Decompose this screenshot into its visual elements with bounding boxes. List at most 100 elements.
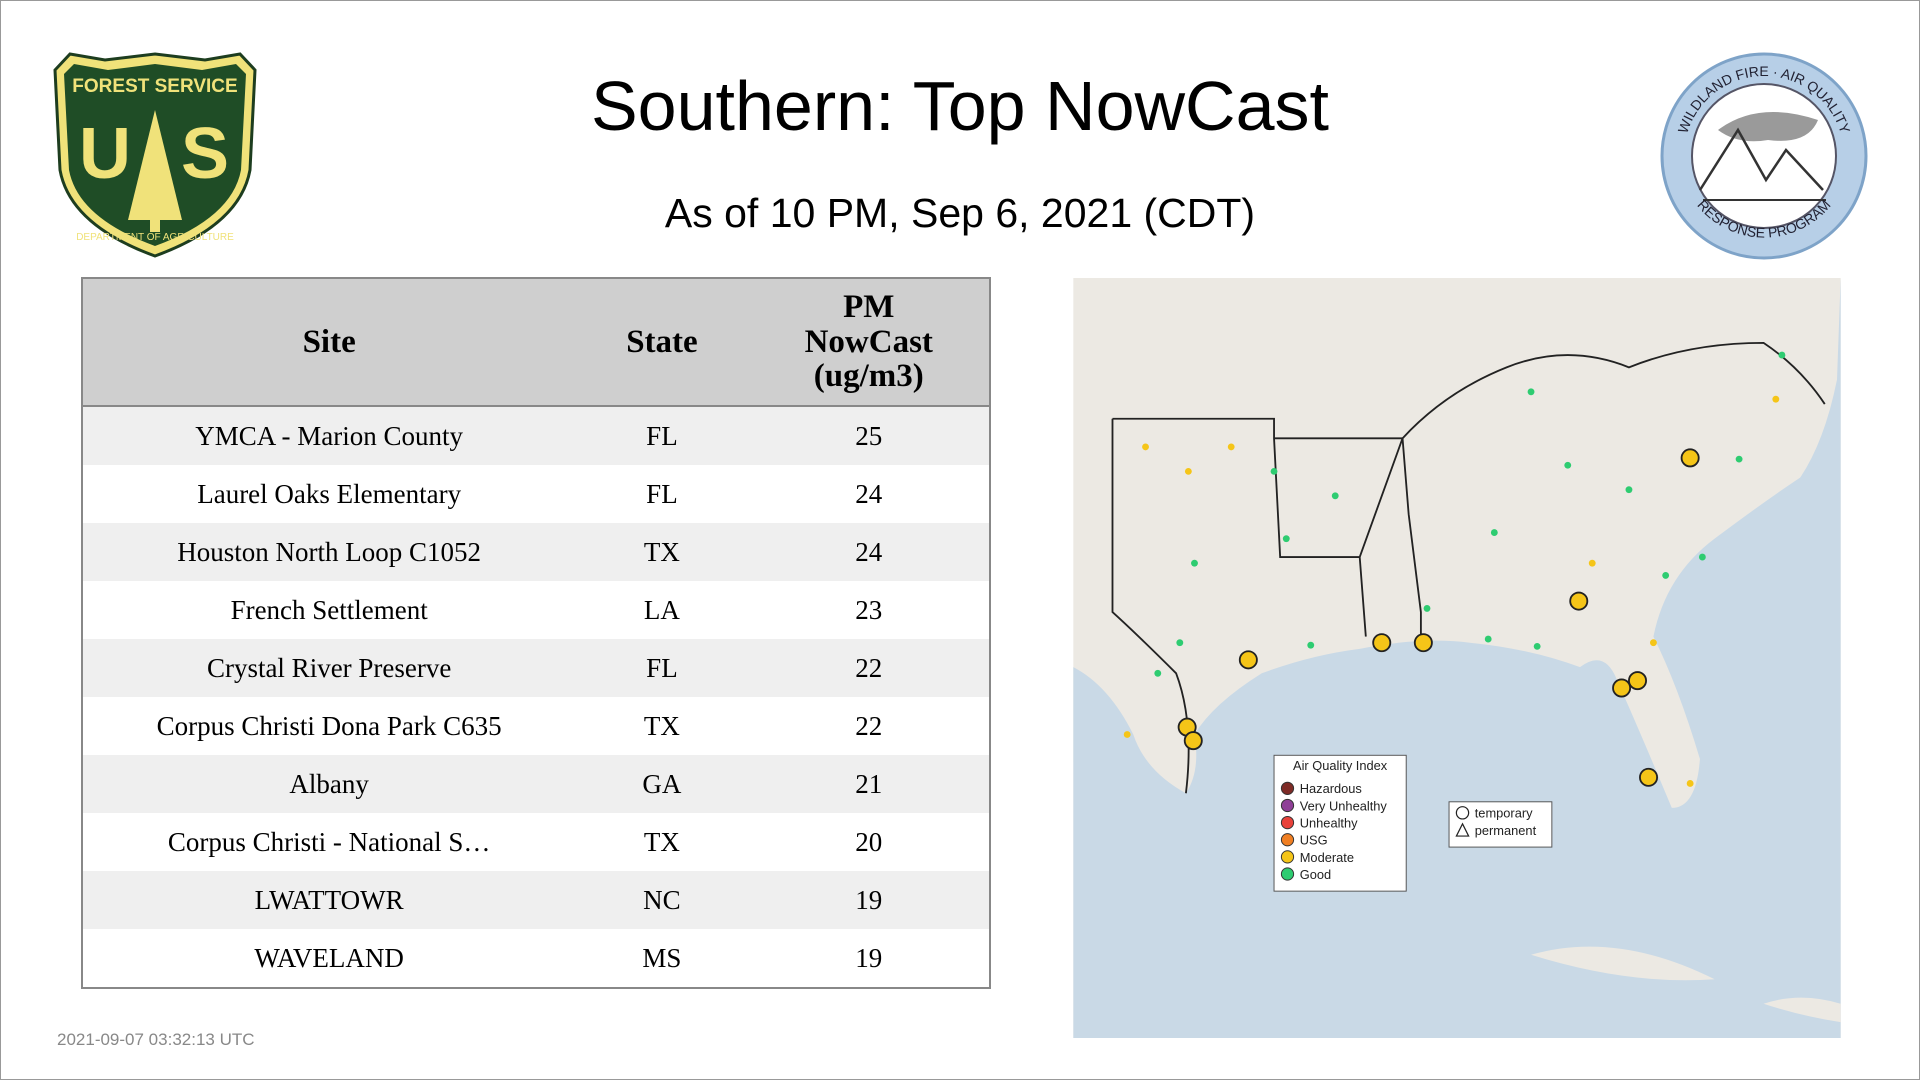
- table-row: Crystal River Preserve FL 22: [82, 639, 990, 697]
- site-dot: [1191, 559, 1198, 567]
- legend-swatch: [1280, 850, 1295, 864]
- site-dot: [1778, 351, 1786, 359]
- header-row: Site State PM NowCast (ug/m3): [82, 278, 990, 407]
- site-marker: [1680, 448, 1700, 468]
- legend-swatch: [1280, 815, 1295, 830]
- legend-swatch: [1280, 781, 1295, 795]
- table-row: Corpus Christi Dona Park C635 TX 22: [82, 697, 990, 755]
- legend-box: [1273, 754, 1407, 892]
- value-cell: 21: [748, 755, 990, 813]
- value-cell: 24: [748, 465, 990, 523]
- site-cell: Laurel Oaks Elementary: [82, 465, 576, 523]
- value-cell: 22: [748, 697, 990, 755]
- map: Air Quality Index Hazardous Very Unhealth…: [1073, 278, 1841, 1038]
- site-cell: French Settlement: [82, 581, 576, 639]
- table-row: Houston North Loop C1052 TX 24: [82, 523, 990, 581]
- site-dot: [1527, 388, 1535, 396]
- site-dot: [1184, 467, 1192, 475]
- top-sites: [1177, 448, 1700, 787]
- table-row: French Settlement LA 23: [82, 581, 990, 639]
- water: [1073, 278, 1841, 1038]
- legend-label: Good: [1300, 867, 1331, 882]
- site-cell: Albany: [82, 755, 576, 813]
- logo-letter: U: [79, 114, 131, 194]
- shape-legend: temporary permanent: [1448, 801, 1553, 848]
- table-row: Albany GA 21: [82, 755, 990, 813]
- legend-label: Moderate: [1300, 850, 1354, 865]
- site-cell: LWATTOWR: [82, 871, 576, 929]
- site-marker: [1183, 731, 1203, 751]
- state-cell: GA: [575, 755, 749, 813]
- legend-swatch: [1280, 798, 1295, 813]
- site-dot: [1331, 492, 1339, 500]
- state-cell: MS: [575, 929, 749, 988]
- site-dot: [1564, 461, 1572, 469]
- state-cell: LA: [575, 581, 749, 639]
- aqi-legend: Air Quality Index Hazardous Very Unhealth…: [1273, 754, 1407, 892]
- value-cell: 23: [748, 581, 990, 639]
- site-dot: [1282, 535, 1290, 543]
- state-cell: TX: [575, 523, 749, 581]
- nowcast-table: Site State PM NowCast (ug/m3) YMCA - Mar…: [81, 277, 991, 989]
- site-cell: Crystal River Preserve: [82, 639, 576, 697]
- site-dot: [1227, 443, 1235, 451]
- site-cell: WAVELAND: [82, 929, 576, 988]
- site-dot: [1649, 639, 1657, 647]
- legend-label: Hazardous: [1300, 781, 1362, 796]
- value-cell: 20: [748, 813, 990, 871]
- legend-symbol: [1455, 806, 1470, 820]
- logo-text: FOREST SERVICE: [72, 76, 237, 97]
- state-cell: FL: [575, 639, 749, 697]
- site-cell: Corpus Christi - National S…: [82, 813, 576, 871]
- title: Southern: Top NowCast: [590, 67, 1329, 145]
- site-dot: [1423, 605, 1431, 612]
- site-dot: [1698, 553, 1706, 561]
- table-row: LWATTOWR NC 19: [82, 871, 990, 929]
- column-header-text: PM NowCast (ug/m3): [804, 289, 933, 395]
- program-logo: WILDLAND FIRE · AIR QUALITY RESPONSE PRO…: [1660, 52, 1868, 260]
- legend-label: Unhealthy: [1300, 816, 1358, 831]
- site-cell: YMCA - Marion County: [82, 406, 576, 465]
- state-cell: FL: [575, 406, 749, 465]
- legend-label: temporary: [1475, 806, 1533, 821]
- timestamp: 2021-09-07 03:32:13 UTC: [57, 1030, 255, 1049]
- table-row: WAVELAND MS 19: [82, 929, 990, 988]
- logo-text: DEPARTMENT OF AGRICULTURE: [76, 232, 234, 243]
- site-dot: [1588, 559, 1596, 567]
- site-marker: [1639, 767, 1659, 787]
- site-marker: [1238, 650, 1258, 670]
- site-cell: Corpus Christi Dona Park C635: [82, 697, 576, 755]
- small-sites: [1123, 351, 1786, 787]
- site-dot: [1625, 486, 1633, 494]
- subtitle: As of 10 PM, Sep 6, 2021 (CDT): [664, 190, 1256, 236]
- site-dot: [1533, 642, 1541, 650]
- site-dot: [1490, 529, 1498, 536]
- legend-symbol: [1455, 822, 1470, 837]
- forest-service-logo: FOREST SERVICE U S DEPARTMENT OF AGRICUL…: [53, 52, 257, 258]
- legend-swatch: [1280, 833, 1295, 847]
- site-marker: [1612, 678, 1632, 698]
- site-dot: [1686, 780, 1694, 787]
- legend-label: USG: [1300, 833, 1328, 848]
- table-row: YMCA - Marion County FL 25: [82, 406, 990, 465]
- value-cell: 19: [748, 929, 990, 988]
- value-cell: 19: [748, 871, 990, 929]
- site-dot: [1662, 571, 1670, 579]
- value-cell: 25: [748, 406, 990, 465]
- logo-letter: S: [181, 114, 229, 194]
- site-dot: [1735, 455, 1743, 463]
- legend-title: Air Quality Index: [1293, 758, 1388, 773]
- table-row: Corpus Christi - National S… TX 20: [82, 813, 990, 871]
- table-body: YMCA - Marion County FL 25 Laurel Oaks Elem…: [82, 406, 990, 988]
- column-header: Site: [82, 278, 576, 407]
- site-dot: [1307, 641, 1315, 649]
- site-marker: [1569, 591, 1589, 611]
- state-cell: FL: [575, 465, 749, 523]
- site-dot: [1154, 669, 1162, 677]
- legend-box: [1448, 801, 1553, 848]
- legend-swatch: [1280, 867, 1295, 881]
- site-dot: [1270, 467, 1278, 475]
- value-cell: 24: [748, 523, 990, 581]
- legend-label: Very Unhealthy: [1300, 798, 1388, 813]
- site-dot: [1176, 639, 1184, 647]
